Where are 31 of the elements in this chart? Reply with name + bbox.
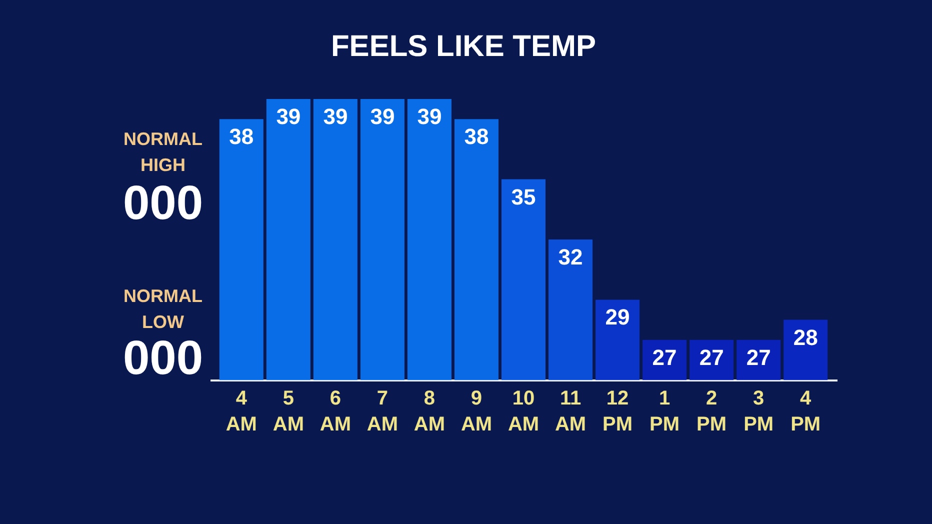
data-label: 27 <box>699 344 724 370</box>
data-label: 39 <box>370 104 395 129</box>
text: 000 <box>122 177 204 230</box>
data-label: 35 <box>511 184 536 210</box>
x-tick-label: 4 PM <box>790 388 821 436</box>
x-tick-label: 8 AM <box>414 388 446 436</box>
data-label: 38 <box>464 124 489 150</box>
data-label: 29 <box>605 304 630 330</box>
text: NORMAL HIGH <box>124 129 202 175</box>
data-label: 39 <box>417 104 442 129</box>
chart-title: FEELS LIKE TEMP <box>330 30 596 63</box>
x-tick-label: 7 AM <box>366 388 398 436</box>
data-label: 32 <box>558 244 583 270</box>
data-label: 27 <box>652 344 677 370</box>
x-tick-label: 5 AM <box>272 388 304 436</box>
data-label: 39 <box>323 104 348 129</box>
x-tick-label: 11 AM <box>554 388 586 436</box>
x-tick-label: 4 AM <box>226 388 257 436</box>
text: NORMAL LOW <box>124 286 202 332</box>
text: 000 <box>122 332 204 385</box>
x-tick-label: 9 AM <box>460 388 492 436</box>
x-tick-label: 3 PM <box>744 388 774 436</box>
data-label: 38 <box>229 124 254 150</box>
x-tick-label: 1 PM <box>650 388 680 436</box>
x-tick-label: 10 AM <box>508 388 540 436</box>
data-label: 28 <box>793 324 818 350</box>
x-tick-label: 6 AM <box>320 388 351 436</box>
data-label: 27 <box>746 344 771 370</box>
x-tick-label: 2 PM <box>696 388 727 436</box>
x-tick-label: 12 PM <box>602 388 633 436</box>
data-label: 39 <box>276 104 301 129</box>
